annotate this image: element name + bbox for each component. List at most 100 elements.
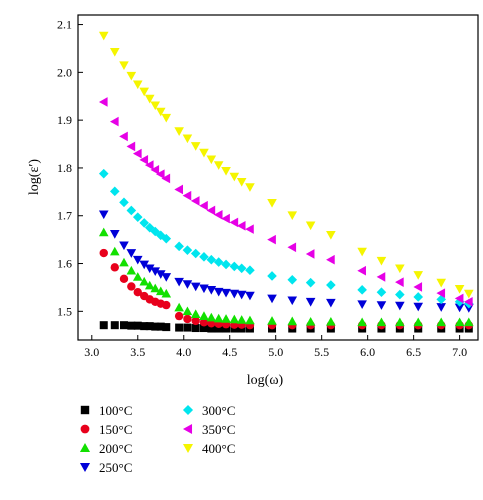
- data-point: [191, 316, 200, 326]
- legend-item: 250°C: [79, 460, 132, 475]
- legend-marker: [182, 404, 194, 416]
- data-point: [119, 241, 129, 251]
- data-point: [182, 245, 193, 255]
- data-point: [98, 210, 109, 220]
- data-point: [174, 241, 184, 252]
- data-point: [413, 292, 424, 302]
- data-point: [139, 87, 150, 97]
- data-point: [133, 321, 142, 330]
- data-point: [190, 309, 201, 319]
- data-point: [326, 231, 336, 240]
- series-350CC: [98, 97, 473, 307]
- data-point: [395, 301, 405, 311]
- data-point: [287, 242, 297, 253]
- series-200CC: [98, 227, 474, 327]
- data-point: [199, 311, 209, 320]
- data-point: [144, 280, 155, 290]
- data-point: [174, 277, 184, 287]
- data-point: [161, 288, 172, 298]
- legend: 100°C 150°C 200°C 250°C 300°C 350°C 400°C: [79, 403, 235, 475]
- legend-marker: [182, 443, 194, 454]
- data-point: [132, 255, 143, 265]
- data-point: [206, 312, 217, 322]
- data-point: [206, 285, 217, 295]
- data-point: [221, 288, 231, 298]
- data-point: [267, 294, 277, 304]
- legend-marker: [80, 424, 90, 434]
- data-point: [357, 300, 367, 309]
- series-400CC: [98, 31, 474, 299]
- data-point: [436, 288, 446, 298]
- data-point: [127, 321, 136, 330]
- data-point: [183, 323, 192, 332]
- data-point: [245, 291, 255, 301]
- data-point: [287, 211, 298, 221]
- data-point: [190, 282, 201, 292]
- data-point: [174, 184, 183, 195]
- series-300CC: [98, 168, 474, 309]
- data-point: [357, 265, 366, 276]
- data-point: [454, 317, 465, 327]
- data-point: [376, 301, 387, 310]
- data-point: [436, 294, 447, 305]
- data-point: [305, 249, 315, 259]
- data-point: [376, 317, 387, 327]
- legend-marker: [182, 423, 193, 435]
- y-tick-label: 1.9: [57, 113, 72, 127]
- legend-label: 100°C: [99, 403, 132, 418]
- data-point: [127, 282, 136, 291]
- data-point: [213, 257, 224, 267]
- data-point: [119, 274, 129, 284]
- data-point: [245, 315, 255, 325]
- data-point: [182, 280, 193, 289]
- data-point: [144, 264, 155, 274]
- data-point: [245, 265, 255, 276]
- plot-frame: [77, 14, 479, 341]
- data-point: [150, 267, 161, 276]
- data-point: [132, 80, 143, 90]
- legend-label: 250°C: [99, 460, 132, 475]
- data-point: [229, 314, 240, 324]
- data-point: [213, 313, 224, 323]
- data-point: [229, 261, 240, 272]
- y-tick-label: 1.5: [57, 304, 72, 318]
- data-point: [139, 260, 150, 270]
- data-point: [98, 97, 108, 107]
- data-point: [126, 71, 137, 81]
- data-point: [119, 321, 128, 330]
- data-point: [140, 322, 149, 331]
- data-point: [326, 298, 336, 308]
- data-point: [413, 282, 423, 292]
- data-point: [126, 141, 136, 152]
- data-point: [162, 323, 171, 332]
- data-point: [156, 322, 165, 331]
- data-point: [221, 314, 231, 323]
- data-point: [236, 220, 246, 231]
- data-point: [376, 272, 386, 282]
- data-point: [357, 317, 367, 327]
- data-point: [109, 246, 120, 256]
- data-point: [229, 217, 239, 228]
- data-point: [326, 254, 335, 265]
- y-tick-label: 2.1: [57, 18, 72, 32]
- data-point: [199, 252, 209, 262]
- data-point: [464, 289, 474, 299]
- data-point: [436, 303, 447, 312]
- data-point: [245, 224, 254, 234]
- data-point: [174, 311, 184, 321]
- data-point: [213, 161, 224, 170]
- data-point: [98, 227, 109, 237]
- data-point: [99, 321, 108, 330]
- data-point: [267, 198, 277, 208]
- data-point: [436, 278, 447, 288]
- data-point: [126, 205, 137, 216]
- data-point: [191, 324, 200, 333]
- y-axis-label: log(ε′): [27, 159, 42, 195]
- legend-label: 150°C: [99, 422, 132, 437]
- data-point: [206, 205, 216, 216]
- legend-label: 200°C: [99, 441, 132, 456]
- data-point: [132, 272, 143, 281]
- data-point: [305, 221, 316, 231]
- legend-marker: [80, 405, 90, 415]
